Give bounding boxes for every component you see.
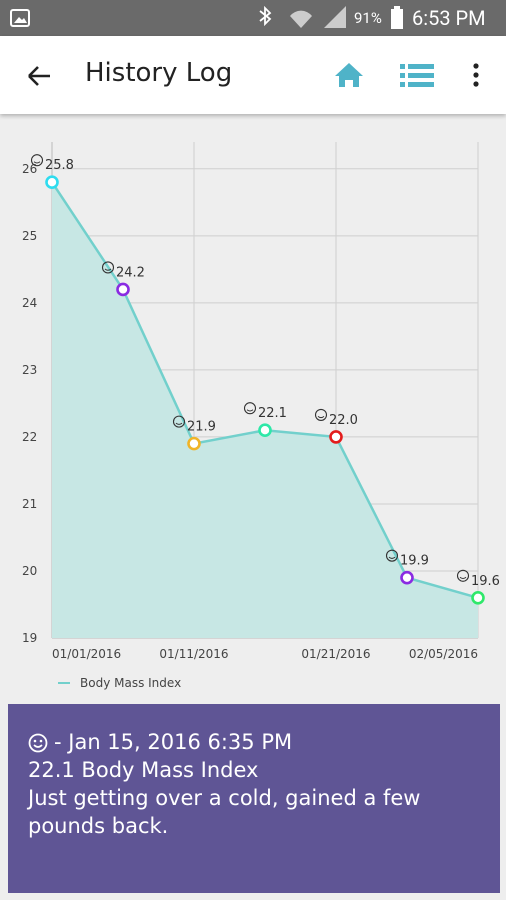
data-point — [45, 175, 59, 190]
data-point — [258, 423, 272, 438]
value-label: 19.9 — [400, 554, 429, 569]
mood-icon-mouth — [104, 268, 112, 271]
mood-icon — [30, 154, 44, 167]
screen-title: History Log — [85, 58, 233, 88]
mood-icon-face — [456, 569, 470, 582]
x-tick-label: 01/21/2016 — [301, 647, 370, 661]
value-label: 22.0 — [329, 413, 358, 428]
mood-icon-face — [30, 154, 44, 167]
y-tick-label: 22 — [22, 430, 37, 444]
mood-icon-mouth — [317, 416, 325, 419]
y-tick-label: 24 — [22, 296, 37, 310]
mood-icon-face — [385, 549, 399, 562]
mood-icon-face — [314, 408, 328, 421]
y-tick-label: 23 — [22, 363, 37, 377]
mood-icon — [243, 402, 257, 415]
value-label: 24.2 — [116, 265, 145, 280]
battery-level: 91% — [354, 9, 382, 27]
app-bar: History Log — [0, 36, 506, 114]
home-button[interactable] — [335, 63, 363, 87]
data-point — [329, 430, 343, 444]
y-tick-label: 21 — [22, 497, 37, 511]
mood-icon-mouth — [388, 556, 396, 559]
mood-icon — [101, 261, 115, 274]
entry-value: 22.1 Body Mass Index — [28, 758, 259, 782]
status-icons — [10, 5, 403, 29]
data-point — [187, 436, 201, 451]
x-tick-label: 01/01/2016 — [52, 647, 121, 661]
data-point — [116, 282, 130, 297]
mood-icon — [385, 549, 399, 562]
app-bar-icons — [28, 63, 479, 87]
y-tick-label: 19 — [22, 631, 37, 645]
entry-detail[interactable]: - Jan 15, 2016 6:35 PM 22.1 Body Mass In… — [8, 704, 500, 893]
mood-icon-mouth — [175, 422, 183, 425]
overflow-menu[interactable] — [473, 63, 479, 87]
mood-icon — [28, 733, 48, 753]
x-tick-label: 02/05/2016 — [409, 647, 478, 661]
area-fill — [52, 182, 478, 638]
mood-icon — [456, 569, 470, 582]
clock: 6:53 PM — [412, 6, 486, 30]
chart: 19 20 21 22 23 24 25 26 01/01/2016 01/11/2016 01/2… — [22, 142, 500, 690]
value-label: 25.8 — [45, 158, 74, 173]
entry-note: Just getting over a cold, gained a few p… — [28, 786, 421, 838]
back-button[interactable] — [28, 66, 50, 86]
entry-header: - Jan 15, 2016 6:35 PM — [54, 730, 293, 754]
status-bar: 91% 6:53 PM — [0, 0, 506, 36]
mood-icon-face — [172, 415, 186, 428]
mood-icon-mouth — [33, 161, 41, 164]
mood-icon-face — [101, 261, 115, 274]
data-point — [400, 570, 414, 585]
y-tick-label: 25 — [22, 229, 37, 243]
y-tick-label: 20 — [22, 564, 37, 578]
y-tick-label: 26 — [22, 162, 37, 176]
mood-icon — [172, 415, 186, 428]
data-point — [471, 590, 485, 605]
value-label: 19.6 — [471, 574, 500, 589]
mood-icon — [314, 408, 328, 421]
list-button[interactable] — [400, 64, 434, 87]
value-label: 22.1 — [258, 406, 287, 421]
mood-icon-face — [243, 402, 257, 415]
mood-icon-mouth — [246, 409, 254, 412]
value-label: 21.9 — [187, 420, 216, 435]
x-tick-label: 01/11/2016 — [159, 647, 228, 661]
legend-label: Body Mass Index — [80, 676, 181, 690]
mood-icon-mouth — [459, 576, 467, 580]
